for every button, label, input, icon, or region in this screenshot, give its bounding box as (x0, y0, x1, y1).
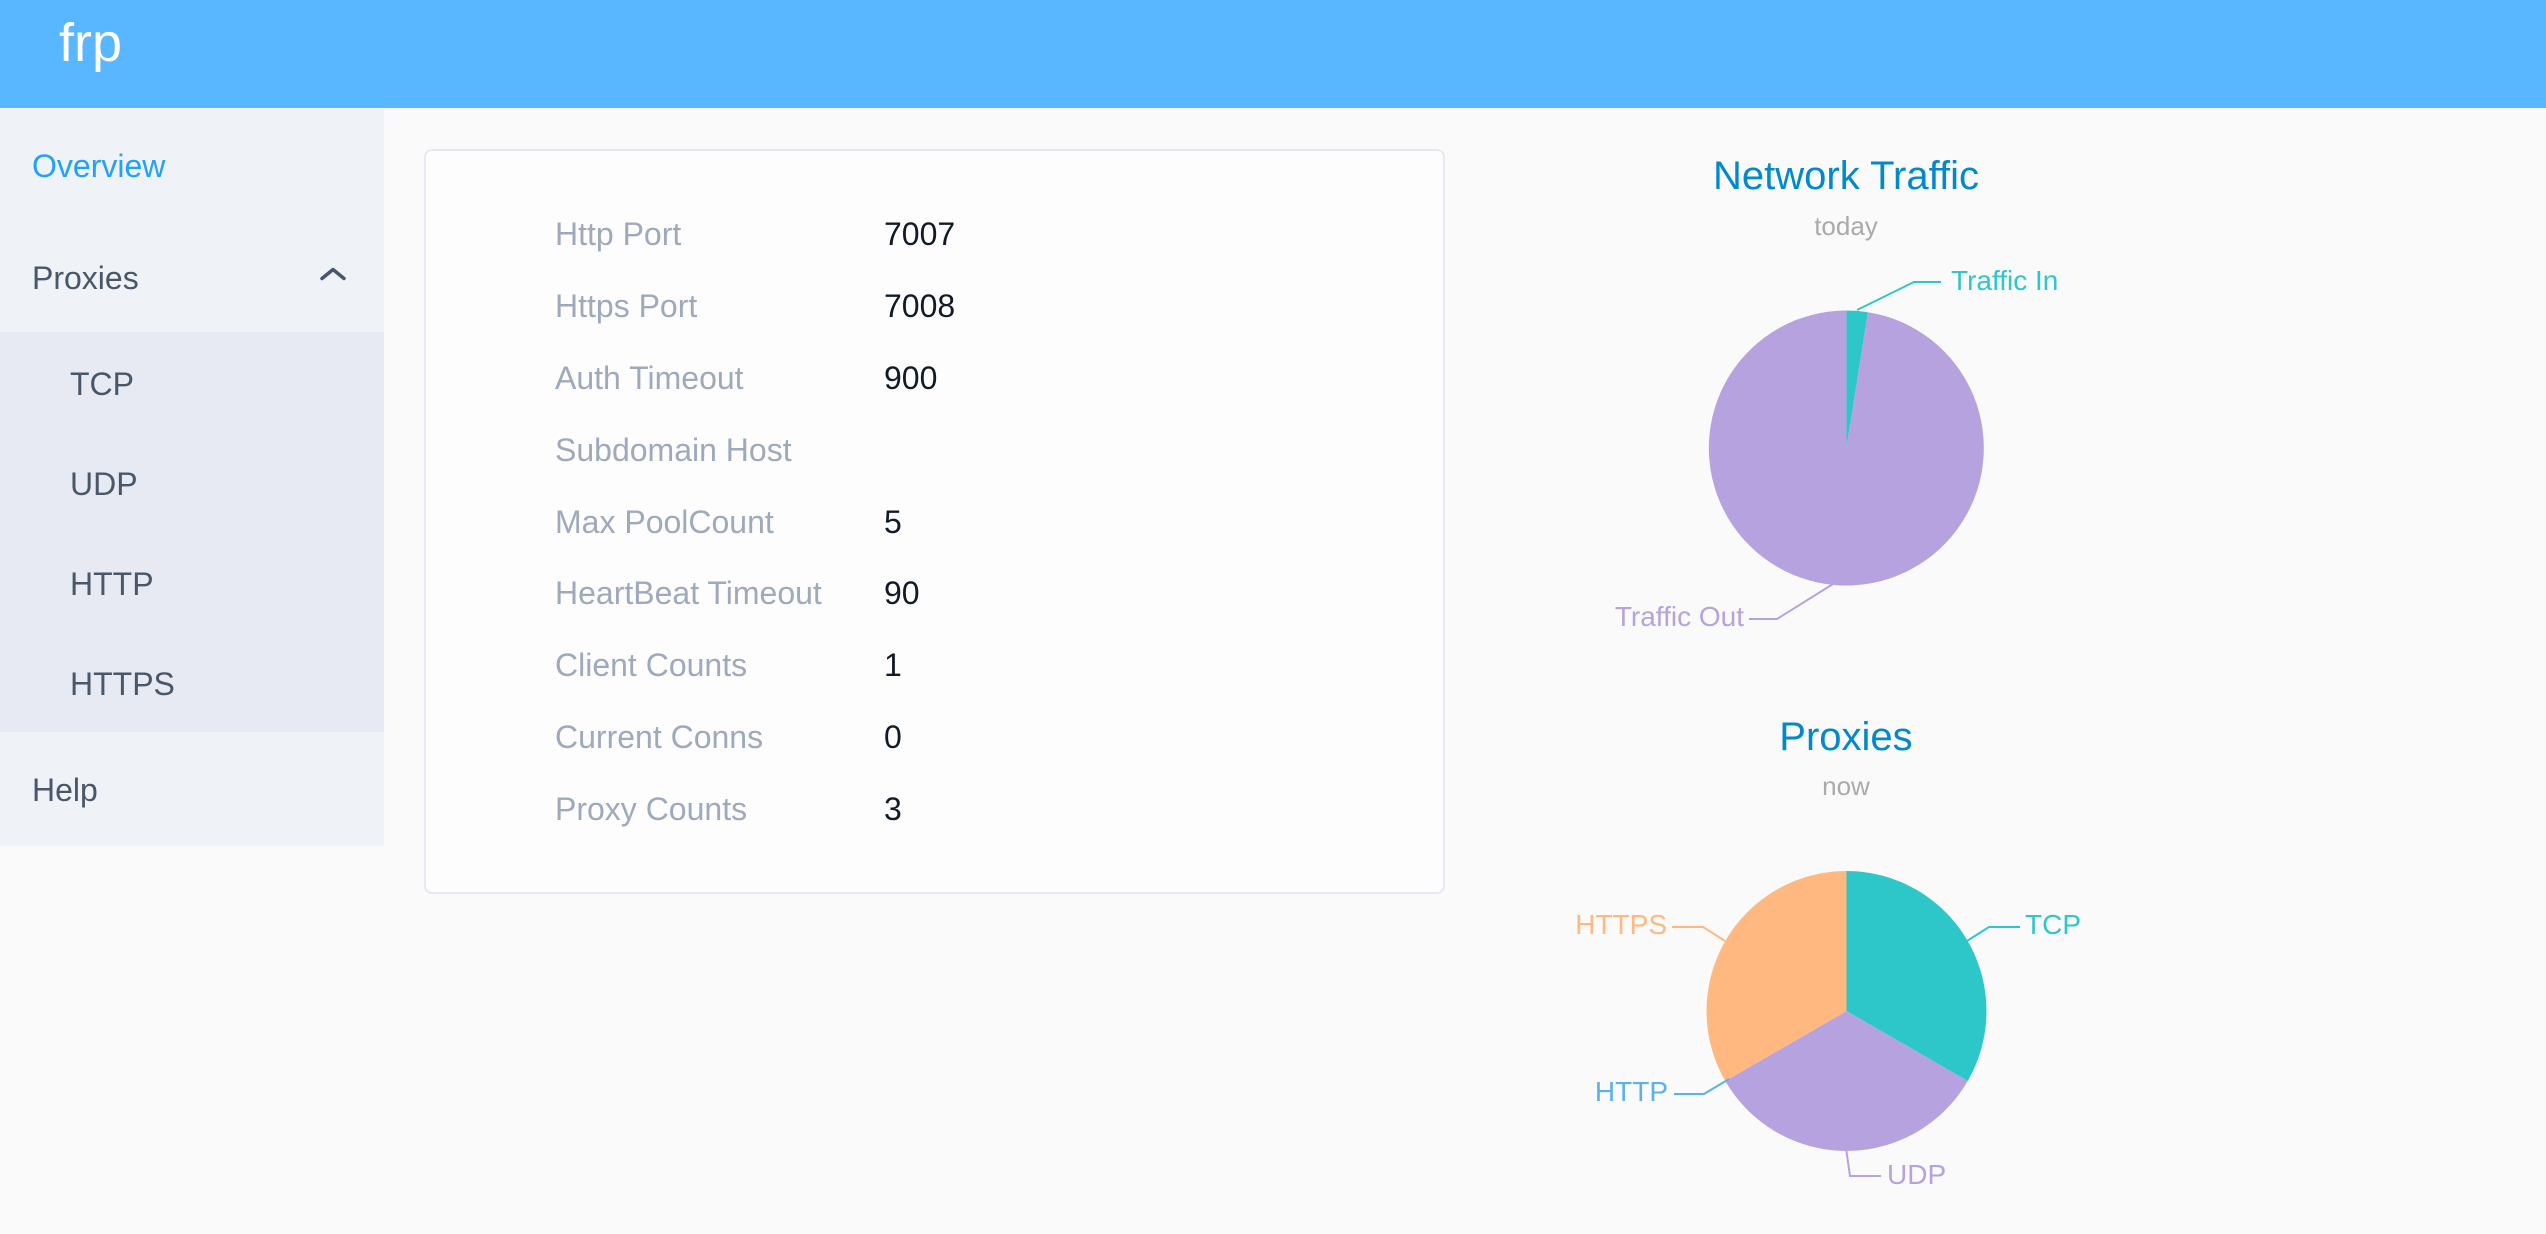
svg-text:HTTP: HTTP (1595, 1076, 1668, 1107)
svg-text:HTTPS: HTTPS (1575, 909, 1667, 940)
svg-text:UDP: UDP (1887, 1159, 1946, 1190)
svg-text:now: now (1822, 771, 1870, 801)
svg-text:Traffic In: Traffic In (1951, 265, 2058, 296)
svg-text:TCP: TCP (2025, 909, 2081, 940)
svg-text:Traffic Out: Traffic Out (1615, 601, 1744, 632)
svg-text:Network Traffic: Network Traffic (1713, 154, 1979, 198)
svg-text:today: today (1814, 211, 1878, 241)
svg-text:Proxies: Proxies (1779, 715, 1912, 759)
